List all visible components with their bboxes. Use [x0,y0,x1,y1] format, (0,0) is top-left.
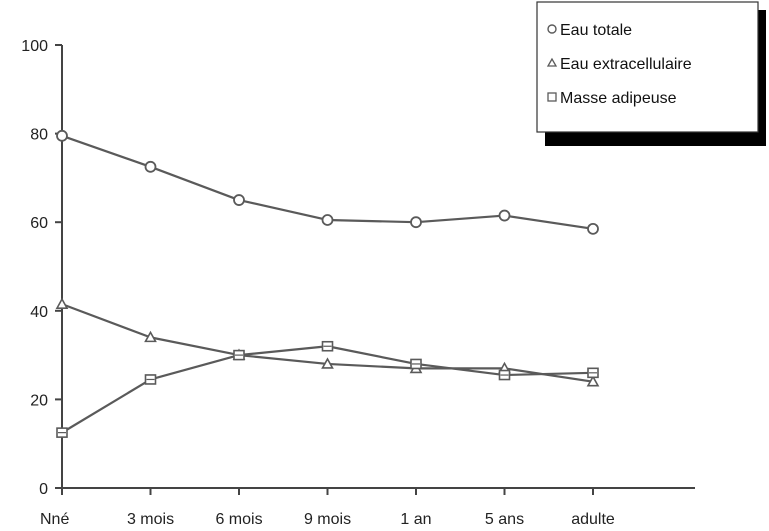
eau-extracellulaire-point [586,375,600,387]
y-tick-label: 20 [30,392,48,409]
legend: Eau totale Eau extracellulaire Masse adipe… [536,1,766,146]
legend-label-eau-extracellulaire: Eau extracellulaire [560,56,692,73]
x-tick-label: 3 mois [127,511,174,528]
legend-item-masse-adipeuse: Masse adipeuse [547,90,677,107]
series-eau-extracellulaire [55,297,600,387]
eau-totale-point [233,194,245,206]
legend-box [536,1,759,133]
x-tick-label: 1 an [400,511,431,528]
y-tick-label: 100 [21,38,48,55]
legend-label-masse-adipeuse: Masse adipeuse [560,90,677,107]
y-tick-label: 60 [30,215,48,232]
series-layer [55,129,600,438]
eau-totale-point [321,214,334,226]
eau-extracellulaire-point [55,297,69,309]
eau-totale-point [410,216,422,229]
y-tick-label: 0 [39,481,48,498]
legend-label-eau-totale: Eau totale [560,22,632,39]
y-tick-label: 80 [30,127,48,144]
eau-totale-point [56,129,68,142]
series-eau-totale [56,129,599,235]
x-tick-label: 5 ans [485,511,524,528]
x-tick-label: Nné [40,511,69,528]
legend-marker-masse-adipeuse [547,92,557,102]
legend-item-eau-totale: Eau totale [547,22,632,39]
eau-totale-point [587,222,599,235]
legend-item-eau-extracellulaire: Eau extracellulaire [546,56,692,73]
x-tick-label: 6 mois [215,511,262,528]
eau-extracellulaire-point [321,357,334,369]
eau-totale-point [498,209,511,222]
legend-marker-eau-totale [547,24,557,34]
x-tick-label: adulte [571,511,615,528]
y-tick-label: 40 [30,304,48,321]
eau-extracellulaire-point [144,330,157,343]
axes: 0 20 40 60 80 100 Nné 3 mois 6 mois 9 mois 1 an 5 a… [21,38,695,528]
eau-totale-point [144,160,157,173]
legend-marker-eau-extracellulaire [546,57,558,67]
series-masse-adipeuse [56,340,599,438]
x-tick-label: 9 mois [304,511,351,528]
